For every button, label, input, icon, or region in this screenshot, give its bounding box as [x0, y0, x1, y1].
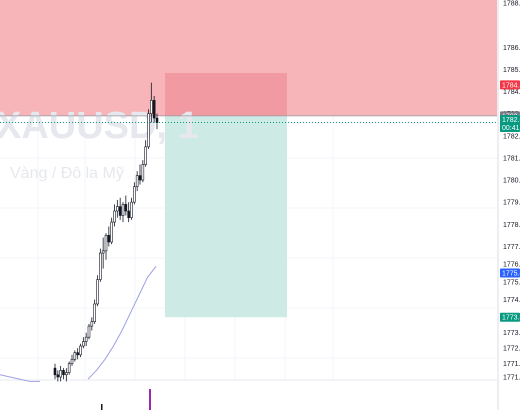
volume-bars — [101, 389, 151, 410]
candle-body[interactable] — [73, 352, 77, 360]
volume-bar — [149, 389, 151, 410]
candle-body[interactable] — [127, 210, 130, 218]
price-tag-countdown[interactable]: 00:41 — [500, 123, 520, 133]
candle-body[interactable] — [59, 370, 62, 378]
price-tag-stop-loss[interactable]: 1784.3 — [500, 80, 520, 90]
candle-body[interactable] — [67, 363, 71, 373]
candles[interactable] — [53, 82, 159, 382]
take-profit-zone[interactable] — [165, 115, 287, 318]
candle-body[interactable] — [152, 100, 156, 119]
price-tag-label: 1775.8 — [502, 270, 520, 277]
price-tick-label: 1776.2 — [503, 262, 520, 269]
price-axis[interactable] — [498, 0, 520, 410]
candle-body[interactable] — [56, 374, 60, 378]
price-tag-background — [500, 80, 520, 90]
candle-body[interactable] — [155, 117, 159, 123]
candle-body[interactable] — [53, 367, 57, 376]
candle-body[interactable] — [99, 252, 102, 280]
price-tick-label: 1775.4 — [503, 279, 520, 286]
moving-average-segment — [87, 266, 157, 380]
candle-body[interactable] — [110, 221, 113, 243]
price-tag-background — [500, 268, 520, 278]
price-tick-label: 1779.0 — [503, 200, 520, 207]
candle-body[interactable] — [79, 345, 82, 356]
candle-body[interactable] — [135, 175, 139, 187]
candle-body[interactable] — [70, 358, 74, 365]
candle-body[interactable] — [147, 113, 150, 148]
candle-body[interactable] — [84, 336, 88, 342]
price-tick-label: 1782.0 — [503, 133, 520, 140]
candle-body[interactable] — [90, 321, 94, 327]
price-tick-label: 1778.0 — [503, 222, 520, 229]
candle-body[interactable] — [104, 235, 108, 252]
price-tick-label: 1777.0 — [503, 244, 520, 251]
candle-body[interactable] — [107, 235, 111, 243]
price-tag-background — [500, 312, 520, 322]
candle-body[interactable] — [93, 303, 96, 322]
candle-body[interactable] — [82, 341, 85, 347]
price-tick-label: 1786.0 — [503, 45, 520, 52]
price-tag-last-price[interactable]: 1782.6 — [500, 115, 520, 125]
price-tick-label: 1780.0 — [503, 178, 520, 185]
price-tag-take-profit[interactable]: 1773.8 — [500, 312, 520, 322]
candle-body[interactable] — [101, 250, 105, 254]
price-tag-background — [500, 123, 520, 133]
candle-body[interactable] — [96, 279, 99, 305]
candle-body[interactable] — [121, 204, 125, 216]
price-tick-label: 1781.0 — [503, 155, 520, 162]
price-tick-label: 1784.0 — [503, 89, 520, 96]
price-tick-label: 1788.0 — [503, 1, 520, 8]
candle-body[interactable] — [130, 201, 133, 218]
candle-body[interactable] — [144, 146, 147, 165]
moving-average-line — [0, 266, 157, 382]
price-tag-label: 1782.6 — [502, 117, 520, 124]
price-tag-alert[interactable]: 1775.8 — [500, 268, 520, 278]
price-tag-background — [500, 115, 520, 125]
price-tick-label: 1771.1 — [503, 375, 520, 382]
price-tick-label: 1771.7 — [503, 361, 520, 368]
candle-body[interactable] — [116, 206, 119, 212]
price-tick-label: 1785.0 — [503, 67, 520, 74]
candle-body[interactable] — [65, 372, 68, 376]
price-tick-label: 1774.6 — [503, 297, 520, 304]
candle-body[interactable] — [138, 175, 142, 181]
candle-body[interactable] — [118, 206, 122, 216]
volume-bar — [101, 404, 103, 410]
candle-body[interactable] — [141, 164, 145, 181]
candle-body[interactable] — [76, 352, 79, 356]
price-tag-label: 1773.8 — [502, 315, 520, 322]
description-watermark: Vàng / Đô la Mỹ — [10, 165, 124, 182]
price-tick-label: 1772.4 — [503, 346, 520, 353]
price-tag-label: 00:41 — [502, 125, 520, 132]
symbol-watermark: XAUUSD, 1 — [0, 105, 199, 147]
candle-body[interactable] — [133, 186, 136, 203]
candle-body[interactable] — [150, 100, 153, 114]
price-tag-label: 1784.3 — [502, 82, 520, 89]
candle-body[interactable] — [87, 325, 91, 338]
position-risk-box[interactable] — [165, 73, 287, 116]
price-tick-label: 1773.1 — [503, 330, 520, 337]
candle-body[interactable] — [62, 370, 65, 376]
candle-body[interactable] — [124, 204, 128, 212]
candle-body[interactable] — [113, 210, 116, 223]
moving-average-segment — [0, 374, 40, 382]
